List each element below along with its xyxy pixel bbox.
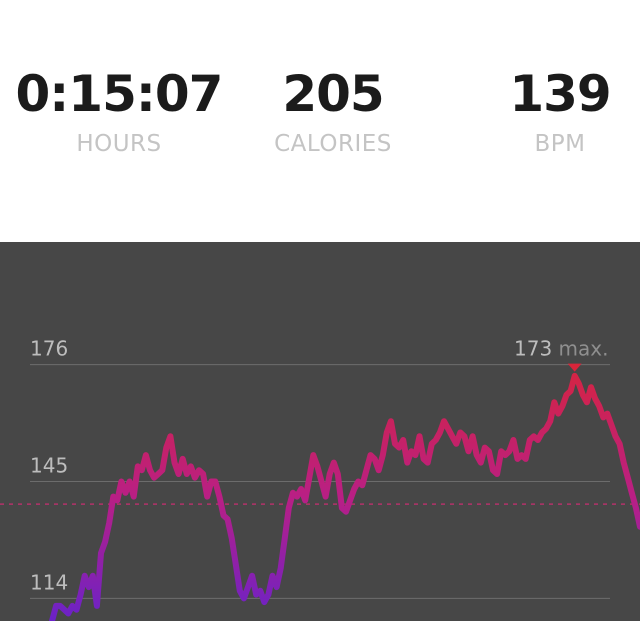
y-tick-label-114: 114 bbox=[30, 570, 68, 594]
calories-value: 205 bbox=[282, 65, 384, 123]
duration-value: 0:15:07 bbox=[15, 65, 224, 123]
max-value-label: 173 max. bbox=[514, 337, 608, 361]
duration-label: HOURS bbox=[76, 131, 162, 157]
heart-rate-value: 139 bbox=[509, 65, 611, 123]
workout-summary: 0:15:07 HOURS 205 CALORIES 139 BPM bbox=[0, 0, 640, 242]
heart-rate-label: BPM bbox=[534, 131, 586, 157]
y-tick-label-145: 145 bbox=[30, 454, 68, 478]
max-marker-icon bbox=[567, 363, 582, 372]
max-marker: 173 max. bbox=[514, 337, 608, 372]
axis-labels: 114 145 176 bbox=[30, 337, 68, 595]
heart-rate-stat: 139 BPM bbox=[500, 64, 620, 160]
heart-rate-chart: 114 145 176 173 max. bbox=[0, 242, 640, 621]
max-value: 173 bbox=[514, 337, 559, 361]
heart-rate-series bbox=[49, 372, 640, 621]
max-suffix: max. bbox=[559, 337, 609, 361]
calories-label: CALORIES bbox=[274, 131, 392, 157]
heart-rate-line bbox=[49, 372, 640, 621]
heart-rate-chart-svg: 114 145 176 173 max. bbox=[0, 337, 640, 621]
calories-stat: 205 CALORIES bbox=[258, 64, 408, 160]
duration-stat: 0:15:07 HOURS bbox=[14, 64, 224, 160]
y-tick-label-176: 176 bbox=[30, 337, 68, 361]
